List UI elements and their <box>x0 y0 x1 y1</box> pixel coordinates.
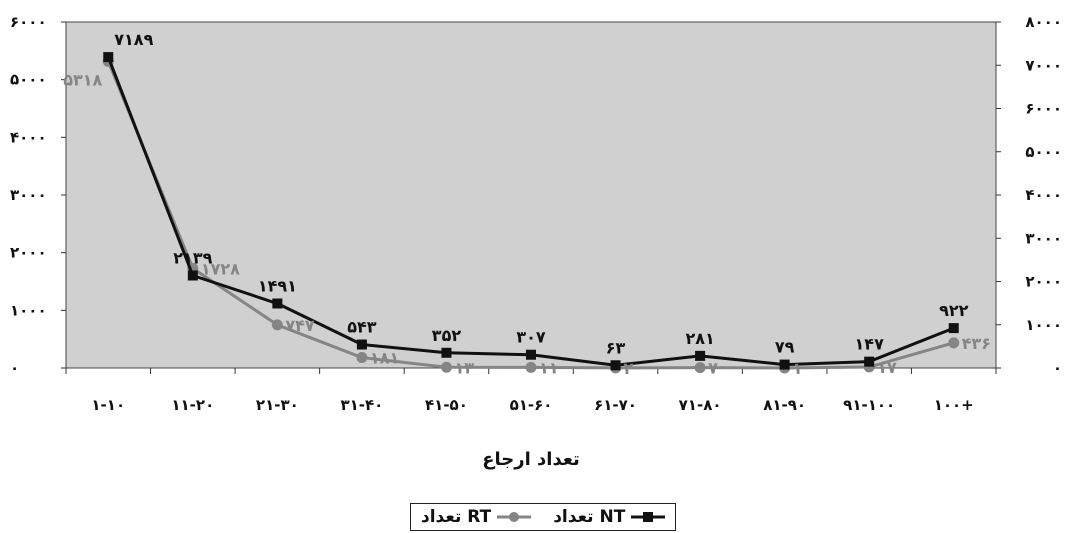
x-tick-label: ۱-۱۰ <box>91 396 125 414</box>
point-nt <box>864 357 874 367</box>
x-tick-label: ۲۱-۳۰ <box>256 396 299 414</box>
right-tick-label: ۰ <box>1053 359 1062 377</box>
data-label-nt: ۹۲۲ <box>939 301 969 320</box>
x-tick-label: ۱۱-۲۰ <box>171 396 214 414</box>
data-label-nt: ۱۴۹۱ <box>258 277 297 296</box>
point-nt <box>611 360 621 370</box>
x-tick-label: ۱۰۰+ <box>934 396 974 414</box>
legend-item-nt: تعداد NT <box>553 507 665 527</box>
point-nt <box>357 340 367 350</box>
plot-area <box>66 22 996 368</box>
right-tick-label: ۳۰۰۰ <box>1025 229 1062 247</box>
x-tick-label: ۹۱-۱۰۰ <box>843 396 895 414</box>
right-tick-label: ۵۰۰۰ <box>1025 143 1062 161</box>
data-label-rt: ۱ <box>793 359 803 378</box>
point-rt <box>695 362 706 373</box>
data-label-nt: ۲۱۳۹ <box>173 248 212 267</box>
right-axis-ticks: ۰ ۱۰۰۰ ۲۰۰۰ ۳۰۰۰ ۴۰۰۰ ۵۰۰۰ ۶۰۰۰ ۷۰۰۰ ۸۰۰۰ <box>996 13 1062 377</box>
right-tick-label: ۲۰۰۰ <box>1025 273 1062 291</box>
legend-swatch-nt <box>631 510 665 524</box>
data-label-rt: ۷۴۷ <box>285 316 315 335</box>
point-rt <box>356 352 367 363</box>
legend-swatch-rt <box>497 510 531 524</box>
chart: ۰ ۱۰۰۰ ۲۰۰۰ ۳۰۰۰ ۴۰۰۰ ۵۰۰۰ ۶۰۰۰ ۰ ۱۰۰۰ ۲۰۰۰ ۳۰۰۰ ۴… <box>0 0 1070 500</box>
x-tick-label: ۳۱-۴۰ <box>340 396 383 414</box>
left-axis-ticks: ۰ ۱۰۰۰ ۲۰۰۰ ۳۰۰۰ ۴۰۰۰ ۵۰۰۰ ۶۰۰۰ <box>10 13 66 377</box>
left-tick-label: ۶۰۰۰ <box>10 13 47 31</box>
point-nt <box>103 52 113 62</box>
data-label-rt: ۱۸۱ <box>370 349 399 368</box>
point-nt <box>526 350 536 360</box>
x-tick-label: ۷۱-۸۰ <box>679 396 722 414</box>
right-tick-label: ۴۰۰۰ <box>1025 186 1062 204</box>
point-nt <box>272 299 282 309</box>
data-label-nt: ۳۰۷ <box>516 328 546 347</box>
left-tick-label: ۴۰۰۰ <box>10 128 47 146</box>
left-tick-label: ۲۰۰۰ <box>10 244 47 262</box>
left-tick-label: ۱۰۰۰ <box>10 301 47 319</box>
legend-item-rt: تعداد RT <box>421 507 531 527</box>
data-label-nt: ۶۳ <box>606 338 626 357</box>
data-label-nt: ۱۴۷ <box>855 335 885 354</box>
data-label-nt: ۷۹ <box>775 338 795 357</box>
point-nt <box>949 323 959 333</box>
legend: تعداد RT تعداد NT <box>410 503 676 531</box>
x-axis-ticks: ۱-۱۰ ۱۱-۲۰ ۲۱-۳۰ ۳۱-۴۰ ۴۱-۵۰ ۵۱-۶۰ ۶۱-۷۰ ۷۱-۸۰ ۸… <box>66 368 996 414</box>
data-label-rt: ۱۳ <box>454 358 474 377</box>
point-nt <box>695 351 705 361</box>
data-label-rt: ۱۱ <box>539 358 559 377</box>
data-label-rt: ۷ <box>708 359 718 378</box>
data-label-rt: ۴۳۶ <box>962 334 991 353</box>
x-tick-label: ۵۱-۶۰ <box>510 396 553 414</box>
point-nt <box>441 348 451 358</box>
data-label-rt: ۱۷ <box>877 358 897 377</box>
left-tick-label: ۰ <box>10 359 19 377</box>
x-tick-label: ۶۱-۷۰ <box>594 396 637 414</box>
right-tick-label: ۶۰۰۰ <box>1025 100 1062 118</box>
right-tick-label: ۷۰۰۰ <box>1025 56 1062 74</box>
data-label-rt: ۵۳۱۸ <box>63 70 102 89</box>
data-label-rt: ۲ <box>624 359 634 378</box>
right-tick-label: ۱۰۰۰ <box>1025 316 1062 334</box>
point-rt <box>272 319 283 330</box>
point-rt <box>526 362 537 373</box>
point-nt <box>188 270 198 280</box>
legend-label-nt: تعداد NT <box>553 507 625 527</box>
point-rt <box>948 337 959 348</box>
x-axis-title: تعداد ارجاع <box>482 449 580 470</box>
left-tick-label: ۵۰۰۰ <box>10 71 47 89</box>
x-tick-label: ۴۱-۵۰ <box>425 396 468 414</box>
point-nt <box>780 360 790 370</box>
legend-label-rt: تعداد RT <box>421 507 491 527</box>
x-tick-label: ۸۱-۹۰ <box>763 396 806 414</box>
point-rt <box>441 362 452 373</box>
data-label-nt: ۵۴۳ <box>347 318 377 337</box>
data-label-nt: ۷۱۸۹ <box>114 30 153 49</box>
data-label-nt: ۳۵۲ <box>432 326 462 345</box>
data-label-nt: ۲۸۱ <box>685 329 714 348</box>
left-tick-label: ۳۰۰۰ <box>10 186 47 204</box>
right-tick-label: ۸۰۰۰ <box>1025 13 1062 31</box>
